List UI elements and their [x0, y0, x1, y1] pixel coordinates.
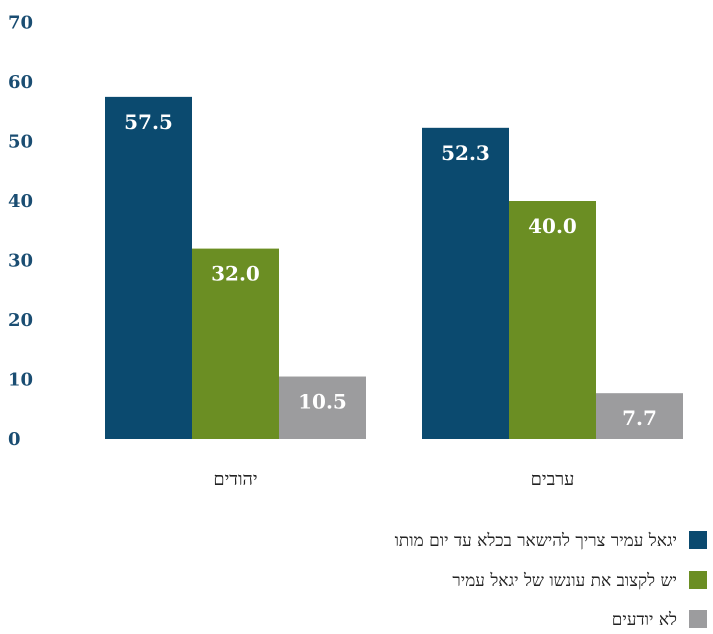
bars: 57.5 32.0 10.5 52.3 40.0 7.7: [105, 96, 683, 439]
y-tick-label: 20: [8, 310, 33, 331]
y-tick-label: 70: [8, 13, 33, 34]
bar-value-label: 7.7: [622, 406, 657, 430]
legend-swatch: [689, 571, 707, 589]
bar-value-label: 32.0: [211, 262, 260, 286]
bar: [509, 201, 596, 439]
bar-value-label: 57.5: [124, 110, 173, 134]
bar: [422, 127, 509, 439]
y-axis: 0 10 20 30 40 50 60 70: [8, 13, 33, 451]
y-tick-label: 30: [8, 251, 33, 272]
bar: [596, 393, 683, 439]
y-tick-label: 50: [8, 132, 33, 153]
bar-value-label: 40.0: [528, 214, 577, 238]
category-label: ערבים: [531, 469, 575, 490]
legend: יגאל עמיר צריך להישאר בכלא עד יום מותו יש…: [395, 531, 707, 630]
legend-label: יש לקצוב את עונשו של יגאל עמיר: [452, 571, 677, 591]
bar-value-label: 10.5: [298, 390, 347, 414]
y-tick-label: 40: [8, 191, 33, 212]
bar: [105, 96, 192, 439]
bar-value-label: 52.3: [441, 141, 490, 165]
x-axis: יהודים ערבים: [213, 469, 574, 490]
y-tick-label: 10: [8, 370, 33, 391]
legend-swatch: [689, 610, 707, 628]
y-tick-label: 60: [8, 72, 33, 93]
legend-label: לא יודעים: [612, 610, 677, 630]
bar: [279, 376, 366, 439]
y-tick-label: 0: [8, 429, 21, 450]
legend-label: יגאל עמיר צריך להישאר בכלא עד יום מותו: [395, 531, 677, 551]
legend-swatch: [689, 531, 707, 549]
category-label: יהודים: [213, 469, 257, 490]
bar: [192, 248, 279, 439]
